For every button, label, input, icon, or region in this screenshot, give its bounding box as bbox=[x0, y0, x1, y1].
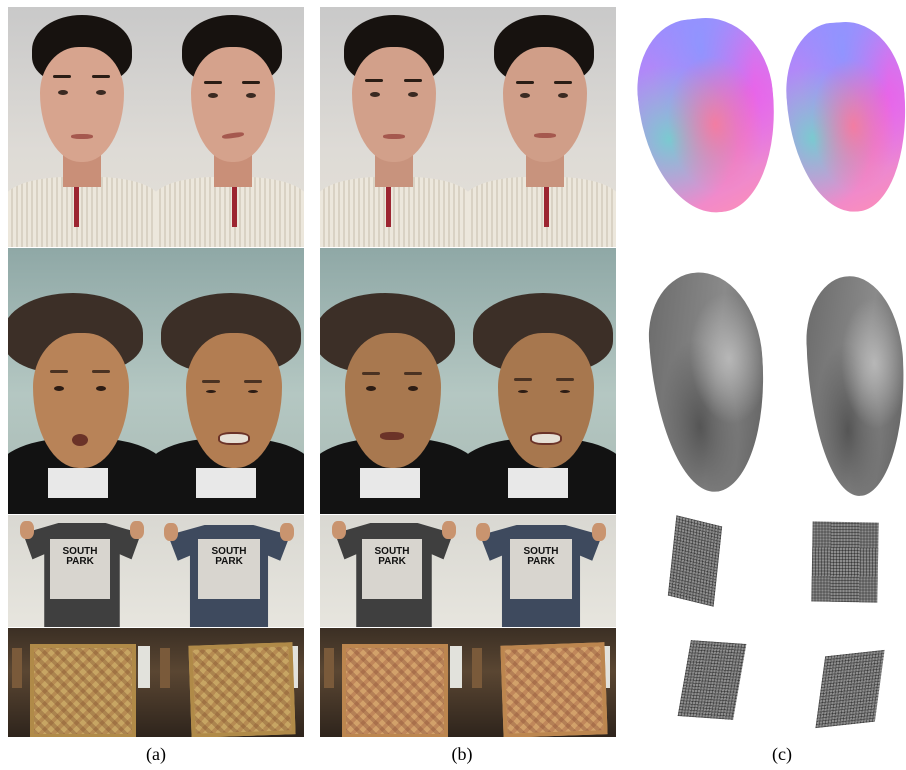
frame-a-row2-left bbox=[8, 248, 156, 514]
frame-a-row4-right bbox=[156, 628, 304, 737]
normal-map-face-left bbox=[630, 11, 785, 220]
column-b-reconstructed-frames: SOUTH PARK SOUTH PARK bbox=[320, 7, 616, 737]
shaded-face-right bbox=[804, 274, 906, 498]
column-c-3d-surfaces bbox=[630, 0, 906, 740]
tshirt-print-line2: PARK bbox=[215, 556, 243, 567]
frame-b-row1-left bbox=[320, 7, 468, 247]
frame-b-row2-left bbox=[320, 248, 468, 514]
frame-a-row4-left bbox=[8, 628, 156, 737]
tshirt-print-line2: PARK bbox=[66, 556, 94, 567]
tshirt-print-line1: SOUTH bbox=[523, 546, 559, 557]
tshirt-print-line2: PARK bbox=[378, 556, 406, 567]
tshirt-print-line1: SOUTH bbox=[62, 546, 98, 557]
mesh-tshirt-right bbox=[811, 521, 879, 603]
frame-a-row3-left: SOUTH PARK bbox=[8, 515, 156, 627]
frame-a-row2-right bbox=[156, 248, 304, 514]
tshirt-print-line1: SOUTH bbox=[211, 546, 247, 557]
frame-b-row1-right bbox=[468, 7, 616, 247]
caption-b: (b) bbox=[451, 744, 473, 764]
mesh-cloth-right bbox=[815, 649, 885, 729]
caption-c: (c) bbox=[772, 744, 792, 764]
normal-map-face-right bbox=[781, 18, 906, 216]
frame-b-row4-left bbox=[320, 628, 468, 737]
frame-a-row3-right: SOUTH PARK bbox=[156, 515, 304, 627]
frame-b-row3-left: SOUTH PARK bbox=[320, 515, 468, 627]
shaded-face-left bbox=[644, 268, 772, 496]
frame-b-row3-right: SOUTH PARK bbox=[468, 515, 616, 627]
frame-a-row1-right bbox=[156, 7, 304, 247]
tshirt-print-line2: PARK bbox=[527, 556, 555, 567]
tshirt-print-line1: SOUTH bbox=[374, 546, 410, 557]
caption-a: (a) bbox=[146, 744, 166, 764]
mesh-cloth-left bbox=[677, 640, 747, 720]
column-a-input-frames: SOUTH PARK SOUTH PARK bbox=[8, 7, 304, 737]
frame-a-row1-left bbox=[8, 7, 156, 247]
frame-b-row2-right bbox=[468, 248, 616, 514]
mesh-tshirt-left bbox=[667, 515, 723, 607]
frame-b-row4-right bbox=[468, 628, 616, 737]
